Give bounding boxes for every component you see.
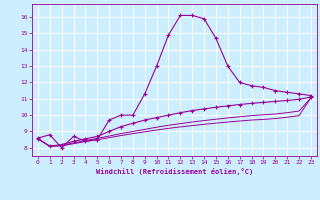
X-axis label: Windchill (Refroidissement éolien,°C): Windchill (Refroidissement éolien,°C) [96,168,253,175]
